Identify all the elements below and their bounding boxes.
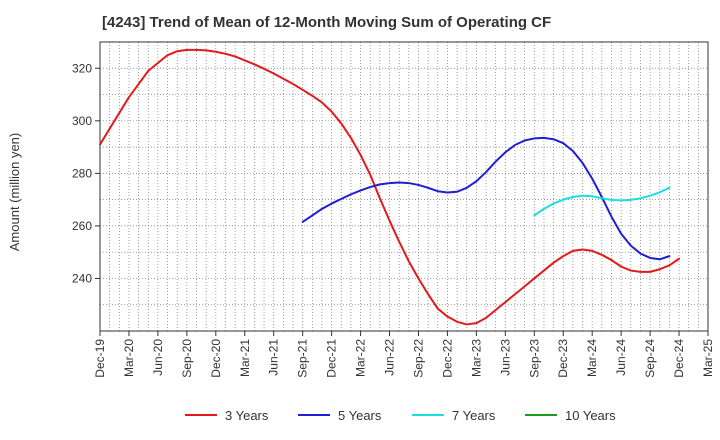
- legend-item-10-years[interactable]: 10 Years: [525, 408, 616, 423]
- y-axis-label: Amount (million yen): [7, 133, 22, 252]
- y-tick-label: 300: [72, 114, 92, 128]
- x-tick-label: Dec-23: [556, 339, 570, 378]
- series-layer: [99, 48, 681, 326]
- legend-item-5-years[interactable]: 5 Years: [298, 408, 382, 423]
- x-tick-label: Mar-22: [354, 339, 368, 377]
- legend-label: 5 Years: [338, 408, 382, 423]
- x-tick-label: Mar-23: [469, 339, 483, 377]
- x-tick-label: Sep-23: [527, 339, 541, 378]
- x-tick-label: Mar-25: [701, 339, 715, 377]
- x-tick-label: Dec-22: [440, 339, 454, 378]
- series-line-7-years: [533, 186, 671, 217]
- x-tick-label: Dec-20: [209, 339, 223, 378]
- x-tick-label: Jun-23: [498, 339, 512, 376]
- legend-item-7-years[interactable]: 7 Years: [412, 408, 496, 423]
- legend-label: 10 Years: [565, 408, 616, 423]
- x-tick-label: Mar-20: [122, 339, 136, 377]
- x-tick-label: Dec-21: [325, 339, 339, 378]
- grid-layer: [100, 42, 708, 331]
- y-tick-label: 260: [72, 219, 92, 233]
- x-tick-label: Sep-24: [643, 339, 657, 378]
- y-tick-label: 240: [72, 271, 92, 285]
- x-tick-label: Dec-19: [93, 339, 107, 378]
- axis-layer: 240 260 280 300 320 Dec-19 Mar-20 Jun-20 Sep-20 D…: [72, 41, 715, 378]
- x-tick-label: Dec-24: [672, 339, 686, 378]
- y-tick-label: 280: [72, 166, 92, 180]
- series-line-3-years: [99, 48, 681, 326]
- x-tick-label: Mar-24: [585, 339, 599, 377]
- legend-label: 3 Years: [225, 408, 269, 423]
- x-tick-label: Jun-22: [383, 339, 397, 376]
- legend-item-3-years[interactable]: 3 Years: [185, 408, 269, 423]
- x-tick-label: Sep-20: [180, 339, 194, 378]
- x-tick-label: Jun-21: [267, 339, 281, 376]
- y-tick-label: 320: [72, 61, 92, 75]
- x-tick-label: Jun-24: [614, 339, 628, 376]
- legend[interactable]: 3 Years 5 Years 7 Years 10 Years: [185, 408, 616, 423]
- x-tick-label: Jun-20: [151, 339, 165, 376]
- x-tick-label: Sep-21: [296, 339, 310, 378]
- x-tick-label: Mar-21: [238, 339, 252, 377]
- legend-label: 7 Years: [452, 408, 496, 423]
- plot-frame: [99, 41, 709, 332]
- x-tick-label: Sep-22: [411, 339, 425, 378]
- series-line-5-years: [301, 136, 671, 261]
- chart-title: [4243] Trend of Mean of 12-Month Moving …: [102, 14, 552, 31]
